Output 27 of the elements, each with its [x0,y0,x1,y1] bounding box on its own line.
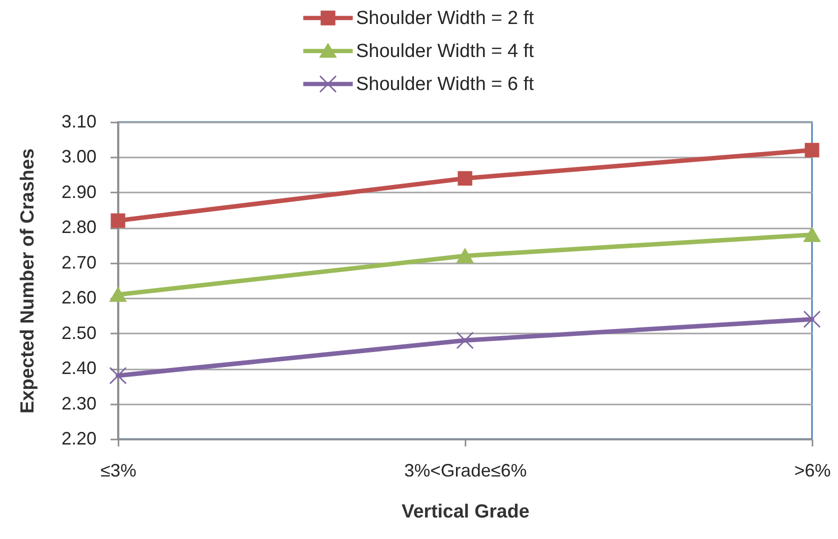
point [458,171,472,186]
x-axis-title: Vertical Grade [402,502,530,522]
x-tick-label: 3%<Grade≤6% [404,460,527,480]
point [456,248,474,264]
point [803,310,821,328]
y-tick-label: 2.20 [61,428,96,448]
y-tick-label: 2.90 [61,182,96,202]
point [110,213,126,228]
y-tick-label: 2.40 [61,358,96,378]
point [456,332,474,350]
point [804,142,820,158]
point [110,287,126,302]
x-tick-label: ≤3% [100,460,136,480]
y-tick-label: 2.50 [61,322,96,343]
y-axis-title: Expected Number of Crashes [17,148,38,414]
y-tick-label: 2.60 [61,288,96,308]
x-tick-label: >6% [794,460,831,480]
y-tick-label: 2.70 [61,252,96,272]
point [109,366,127,384]
point [804,227,820,242]
y-tick-label: 3.10 [61,112,96,132]
legend-label: Shoulder Width = 2 ft [356,8,535,29]
y-tick-label: 2.80 [61,217,96,238]
y-tick-label: 3.00 [61,146,96,167]
y-tick-label: 2.30 [61,393,96,414]
legend-label: Shoulder Width = 4 ft [356,41,535,62]
legend-label: Shoulder Width = 6 ft [356,74,535,95]
